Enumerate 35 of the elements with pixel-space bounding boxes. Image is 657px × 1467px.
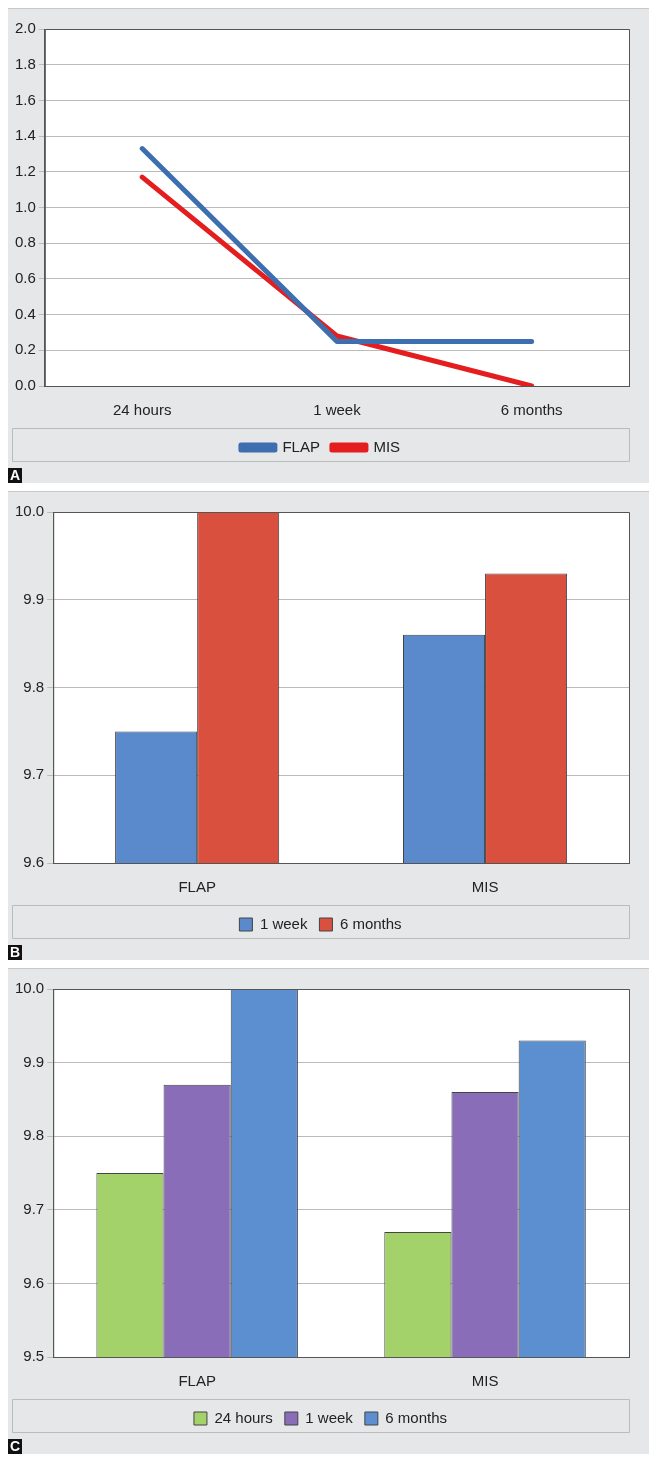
- y-tick-label: 9.9: [23, 589, 45, 607]
- x-tick-label: 6 months: [500, 401, 563, 419]
- y-tick-label: 1.2: [14, 161, 36, 179]
- legend-label: 6 months: [385, 1408, 448, 1426]
- y-tick-label: 2.0: [14, 19, 36, 37]
- y-tick-label: 1.0: [14, 197, 36, 215]
- y-tick-label: 9.9: [23, 1052, 45, 1070]
- y-tick-label: 10.0: [14, 979, 45, 997]
- y-tick-label: 1.6: [14, 90, 36, 108]
- y-tick-label: 9.6: [23, 1273, 45, 1291]
- y-tick-label: 0.6: [14, 269, 36, 287]
- y-tick-label: 9.8: [23, 1126, 45, 1144]
- y-tick-label: 9.8: [23, 677, 45, 695]
- y-tick-label: 0.8: [14, 233, 36, 251]
- y-tick-label: 9.6: [23, 853, 45, 871]
- x-tick-label: 24 hours: [113, 401, 172, 419]
- legend-label: MIS: [373, 437, 401, 455]
- legend-label: 1 week: [259, 914, 308, 932]
- legend-label: 1 week: [305, 1408, 354, 1426]
- legend-label: FLAP: [282, 437, 320, 455]
- text: B: [8, 944, 23, 960]
- y-tick-label: 10.0: [14, 502, 45, 520]
- y-tick-label: 9.7: [23, 1199, 45, 1217]
- text: A: [8, 467, 23, 483]
- y-tick-label: 0.4: [14, 304, 36, 322]
- text: C: [8, 1438, 23, 1454]
- y-tick-label: 9.5: [23, 1347, 45, 1365]
- y-tick-label: 1.4: [14, 126, 36, 144]
- y-tick-label: 9.7: [23, 765, 45, 783]
- x-tick-label: 1 week: [313, 401, 362, 419]
- y-tick-label: 0.2: [14, 340, 36, 358]
- legend-label: 24 hours: [214, 1408, 273, 1426]
- legend-label: 6 months: [339, 914, 402, 932]
- y-tick-label: 1.8: [14, 54, 36, 72]
- y-tick-label: 0.0: [14, 376, 36, 394]
